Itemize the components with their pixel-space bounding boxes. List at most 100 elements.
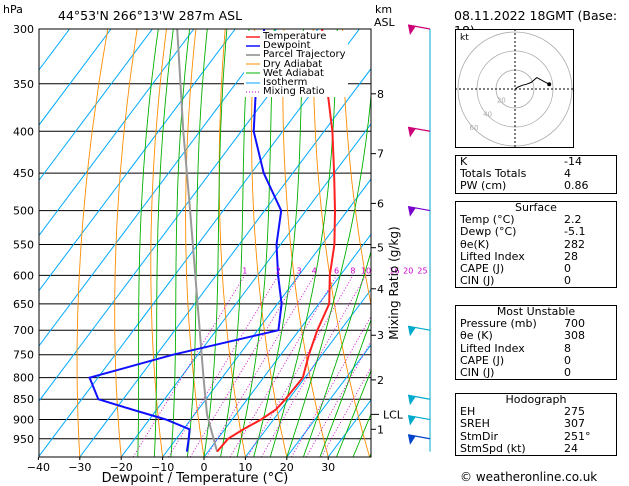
- dry-adiabat: [76, 29, 109, 457]
- legend-swatch: [246, 91, 260, 93]
- wind-barb: [407, 394, 431, 406]
- pressure-tick-label: 350: [13, 78, 34, 91]
- isotherm: [39, 29, 70, 71]
- mixing-ratio-line: [168, 275, 279, 457]
- indices-row: PW (cm) 0.86: [456, 180, 616, 192]
- location-title: 44°53'N 266°13'W 287m ASL: [58, 8, 243, 23]
- row-value: 0: [564, 262, 571, 276]
- most-unstable-row: θe (K) 308: [456, 330, 616, 342]
- row-label: Lifted Index: [460, 249, 525, 263]
- plot-frame: [38, 28, 372, 458]
- isotherm: [39, 29, 112, 126]
- row-label: Temp (°C): [460, 213, 515, 227]
- km-tick-label: 8: [377, 88, 384, 101]
- row-label: CAPE (J): [460, 353, 505, 367]
- legend-label: Wet Adiabat: [263, 67, 324, 79]
- hodograph-unit: kt: [460, 33, 469, 43]
- wind-barb-flag: [408, 326, 416, 337]
- km-tick-label: 1: [377, 423, 384, 436]
- wind-barb-flag: [408, 395, 416, 406]
- hodograph: kt 20 40 60: [455, 29, 574, 148]
- mixing-ratio-label: 1: [242, 266, 247, 275]
- pressure-tick-label: 500: [13, 205, 34, 218]
- row-label: CIN (J): [460, 274, 495, 288]
- pressure-tick-label: 400: [13, 125, 34, 138]
- row-value: 0: [564, 274, 571, 288]
- legend-label: Dewpoint: [263, 40, 311, 52]
- asl-label: ASL: [374, 16, 395, 29]
- copyright-footer[interactable]: © weatheronline.co.uk: [460, 470, 598, 484]
- row-value: 0: [564, 353, 571, 367]
- surface-row: CAPE (J) 0: [456, 262, 616, 276]
- dry-adiabat: [114, 29, 138, 457]
- dry-adiabat: [372, 29, 452, 457]
- mixing-ratio-line: [132, 275, 246, 457]
- x-tick-label: 30: [321, 461, 335, 474]
- row-label: Lifted Index: [460, 341, 525, 355]
- pressure-tick-label: 850: [13, 393, 34, 406]
- wet-adiabat: [319, 318, 371, 457]
- wind-barb-flag: [408, 415, 416, 426]
- row-value: 308: [564, 329, 585, 343]
- isotherm: [39, 29, 195, 237]
- dry-adiabat: [282, 29, 329, 457]
- surface-row: CIN (J) 0: [456, 275, 616, 287]
- hodograph-ring-label: 40: [483, 110, 492, 118]
- row-label: StmSpd (kt): [460, 441, 526, 455]
- hodo-table-row: StmDir 251°: [456, 429, 616, 443]
- mixing-ratio-label: 3: [296, 266, 301, 275]
- most-unstable-row: CAPE (J) 0: [456, 353, 616, 367]
- legend-label: Mixing Ratio: [263, 86, 325, 98]
- isotherm: [79, 67, 371, 457]
- mixing-ratio-label: 8: [350, 266, 355, 275]
- legend-label: Temperature: [263, 31, 327, 42]
- km-tick-label: 4: [377, 283, 384, 296]
- wind-barb-flag: [408, 25, 416, 35]
- dewpoint-line: [88, 29, 283, 452]
- x-tick-label: −40: [27, 461, 50, 474]
- wet-adiabat: [253, 29, 304, 457]
- row-value: 4: [564, 167, 571, 181]
- surface-title: Surface: [515, 201, 557, 214]
- row-label: θe (K): [460, 329, 493, 343]
- legend-swatch: [246, 45, 260, 47]
- row-value: 251°: [564, 429, 591, 443]
- row-value: 28: [564, 249, 578, 263]
- row-value: 0: [564, 366, 571, 380]
- wind-barb-flag: [408, 434, 416, 445]
- mixing-ratio-label: 10: [361, 266, 371, 275]
- dry-adiabat: [218, 29, 246, 457]
- isotherm: [286, 343, 371, 457]
- row-value: 307: [564, 417, 585, 431]
- x-tick-label: 20: [280, 461, 294, 474]
- pressure-tick-label: 450: [13, 167, 34, 180]
- pressure-tick-label: 300: [13, 23, 34, 36]
- isotherm: [203, 233, 371, 457]
- legend-item: Mixing Ratio: [246, 86, 346, 98]
- km-tick-label: 3: [377, 329, 384, 342]
- isotherm: [39, 29, 236, 292]
- row-label: θe(K): [460, 237, 490, 251]
- legend-swatch: [246, 54, 260, 56]
- wet-adiabat: [170, 29, 191, 457]
- hodo-table-row: SREH 307: [456, 418, 616, 430]
- legend-item: Wet Adiabat: [246, 67, 346, 79]
- surface-table: Surface Temp (°C) 2.2 Dewp (°C) -5.1 θe(K) 28…: [455, 201, 617, 289]
- row-label: Totals Totals: [460, 167, 527, 181]
- mixing-ratio-line: [190, 275, 300, 457]
- row-value: 275: [564, 405, 585, 419]
- mixing-ratio-label: 16: [389, 266, 399, 275]
- indices-row: Totals Totals 4: [456, 167, 616, 181]
- hodo-table-row: StmSpd (kt) 24: [456, 441, 616, 455]
- y-axis-label-right: Mixing Ratio (g/kg): [387, 226, 401, 339]
- row-label: EH: [460, 405, 476, 419]
- hodograph-ring-label: 60: [469, 124, 478, 132]
- wind-barb: [407, 325, 431, 337]
- x-tick-label: −20: [110, 461, 133, 474]
- km-tick-label: 6: [377, 197, 384, 210]
- temperature-line: [216, 29, 337, 453]
- legend-swatch: [246, 63, 260, 65]
- hodograph-table-title: Hodograph: [505, 393, 567, 406]
- hodo-table-row: EH 275: [456, 405, 616, 419]
